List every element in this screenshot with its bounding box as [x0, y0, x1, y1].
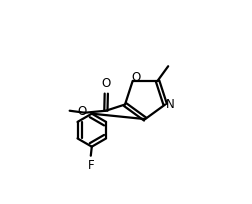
Text: O: O: [102, 77, 111, 90]
Text: N: N: [166, 98, 174, 111]
Text: O: O: [78, 105, 87, 119]
Text: F: F: [87, 159, 94, 172]
Text: O: O: [132, 71, 141, 84]
